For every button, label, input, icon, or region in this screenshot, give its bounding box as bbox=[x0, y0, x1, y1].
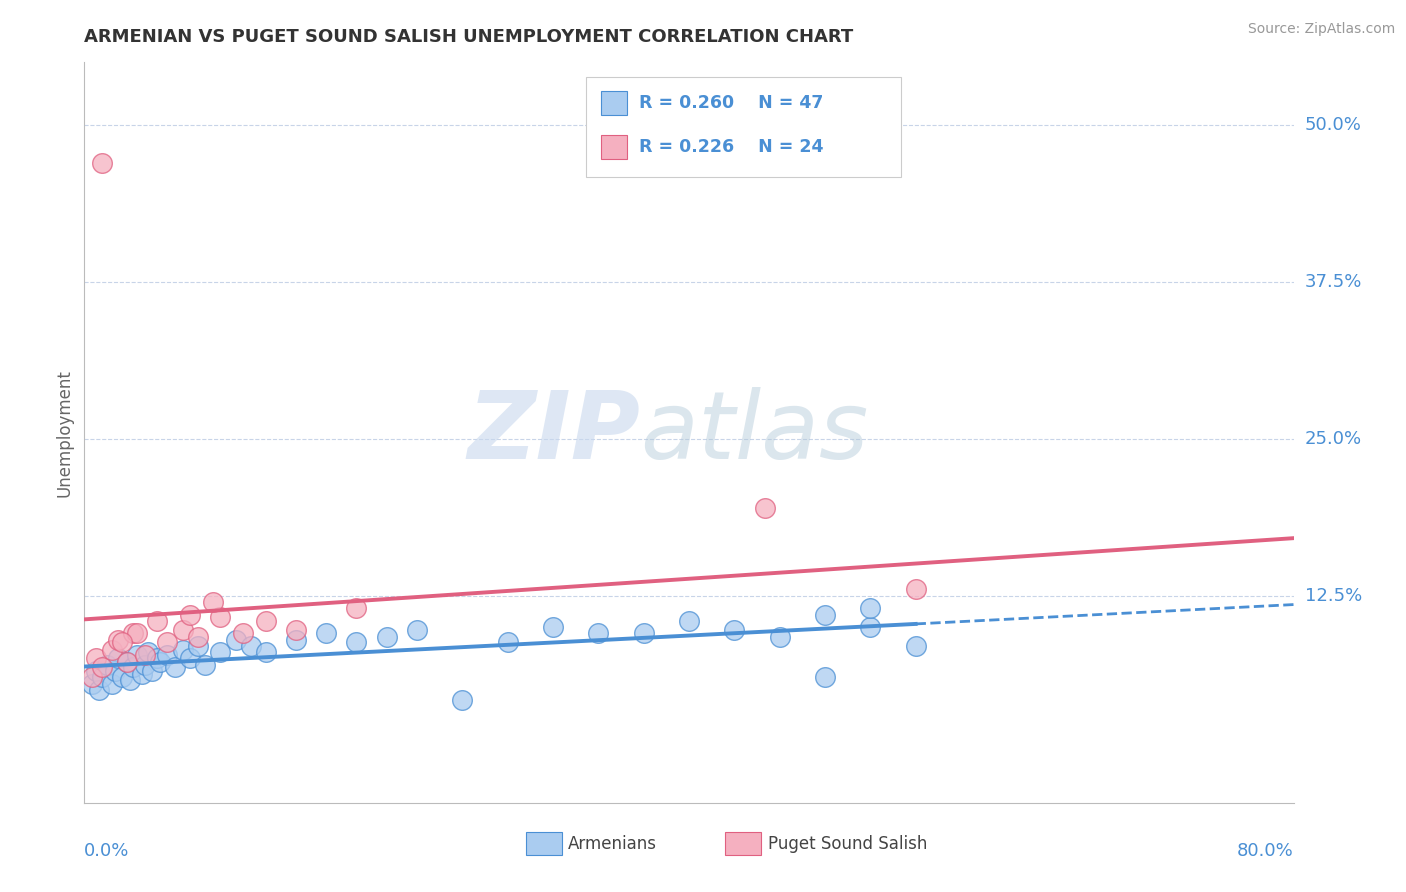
Text: R = 0.226    N = 24: R = 0.226 N = 24 bbox=[640, 138, 824, 156]
Point bbox=[814, 607, 837, 622]
Point bbox=[131, 666, 153, 681]
Point bbox=[754, 500, 776, 515]
Point bbox=[904, 582, 927, 597]
Point bbox=[111, 670, 134, 684]
Point bbox=[107, 651, 129, 665]
Bar bbox=[600, 91, 627, 115]
Point bbox=[100, 676, 122, 690]
Point bbox=[254, 645, 277, 659]
Point bbox=[121, 626, 143, 640]
Text: ARMENIAN VS PUGET SOUND SALISH UNEMPLOYMENT CORRELATION CHART: ARMENIAN VS PUGET SOUND SALISH UNEMPLOYM… bbox=[84, 28, 853, 45]
Point bbox=[172, 642, 194, 657]
Point bbox=[156, 635, 179, 649]
Point bbox=[134, 648, 156, 662]
Point bbox=[187, 630, 209, 644]
Text: Puget Sound Salish: Puget Sound Salish bbox=[768, 835, 927, 853]
Point bbox=[254, 614, 277, 628]
Point bbox=[633, 626, 655, 640]
Text: 37.5%: 37.5% bbox=[1305, 273, 1362, 291]
Point bbox=[172, 623, 194, 637]
Point bbox=[127, 626, 149, 640]
Text: atlas: atlas bbox=[641, 387, 869, 478]
Point bbox=[678, 614, 700, 628]
Point bbox=[375, 630, 398, 644]
Point bbox=[104, 664, 127, 678]
Point bbox=[80, 676, 103, 690]
Point bbox=[146, 651, 169, 665]
Point bbox=[80, 670, 103, 684]
Bar bbox=[586, 78, 901, 178]
Y-axis label: Unemployment: Unemployment bbox=[55, 368, 73, 497]
Point bbox=[86, 664, 108, 678]
Point bbox=[146, 614, 169, 628]
Point bbox=[141, 664, 163, 678]
Point bbox=[187, 639, 209, 653]
Point bbox=[315, 626, 337, 640]
Point bbox=[588, 626, 610, 640]
Point bbox=[541, 620, 564, 634]
Point bbox=[121, 660, 143, 674]
Point bbox=[91, 156, 114, 170]
Text: Armenians: Armenians bbox=[568, 835, 657, 853]
Point bbox=[156, 648, 179, 662]
Point bbox=[859, 620, 882, 634]
Point bbox=[179, 651, 201, 665]
Point bbox=[346, 601, 368, 615]
Point bbox=[406, 623, 429, 637]
Point bbox=[814, 670, 837, 684]
Point bbox=[96, 657, 118, 672]
Point bbox=[115, 655, 138, 669]
Point bbox=[232, 626, 254, 640]
Text: R = 0.260    N = 47: R = 0.260 N = 47 bbox=[640, 94, 824, 112]
Point bbox=[194, 657, 217, 672]
Point bbox=[127, 648, 149, 662]
Point bbox=[904, 639, 927, 653]
Point bbox=[346, 635, 368, 649]
Point bbox=[859, 601, 882, 615]
Point bbox=[136, 645, 159, 659]
Text: 25.0%: 25.0% bbox=[1305, 430, 1362, 448]
Point bbox=[86, 651, 108, 665]
Point bbox=[89, 682, 111, 697]
Point bbox=[134, 657, 156, 672]
Text: 0.0%: 0.0% bbox=[84, 842, 129, 860]
Point bbox=[115, 655, 138, 669]
Point bbox=[107, 632, 129, 647]
Point bbox=[179, 607, 201, 622]
Text: 12.5%: 12.5% bbox=[1305, 587, 1362, 605]
Point bbox=[91, 660, 114, 674]
Point bbox=[239, 639, 262, 653]
Point bbox=[451, 693, 474, 707]
Text: Source: ZipAtlas.com: Source: ZipAtlas.com bbox=[1247, 22, 1395, 37]
Text: 80.0%: 80.0% bbox=[1237, 842, 1294, 860]
Point bbox=[100, 642, 122, 657]
Text: ZIP: ZIP bbox=[468, 386, 641, 479]
Point bbox=[209, 610, 232, 624]
Bar bbox=[600, 135, 627, 159]
Point bbox=[118, 673, 141, 687]
Point bbox=[225, 632, 247, 647]
Point bbox=[201, 595, 224, 609]
Bar bbox=[526, 832, 562, 855]
Point bbox=[91, 670, 114, 684]
Bar bbox=[725, 832, 762, 855]
Point bbox=[285, 632, 308, 647]
Point bbox=[723, 623, 745, 637]
Point bbox=[496, 635, 519, 649]
Point bbox=[769, 630, 792, 644]
Point bbox=[209, 645, 232, 659]
Point bbox=[285, 623, 308, 637]
Point bbox=[165, 660, 187, 674]
Point bbox=[149, 655, 172, 669]
Text: 50.0%: 50.0% bbox=[1305, 116, 1361, 134]
Point bbox=[111, 635, 134, 649]
